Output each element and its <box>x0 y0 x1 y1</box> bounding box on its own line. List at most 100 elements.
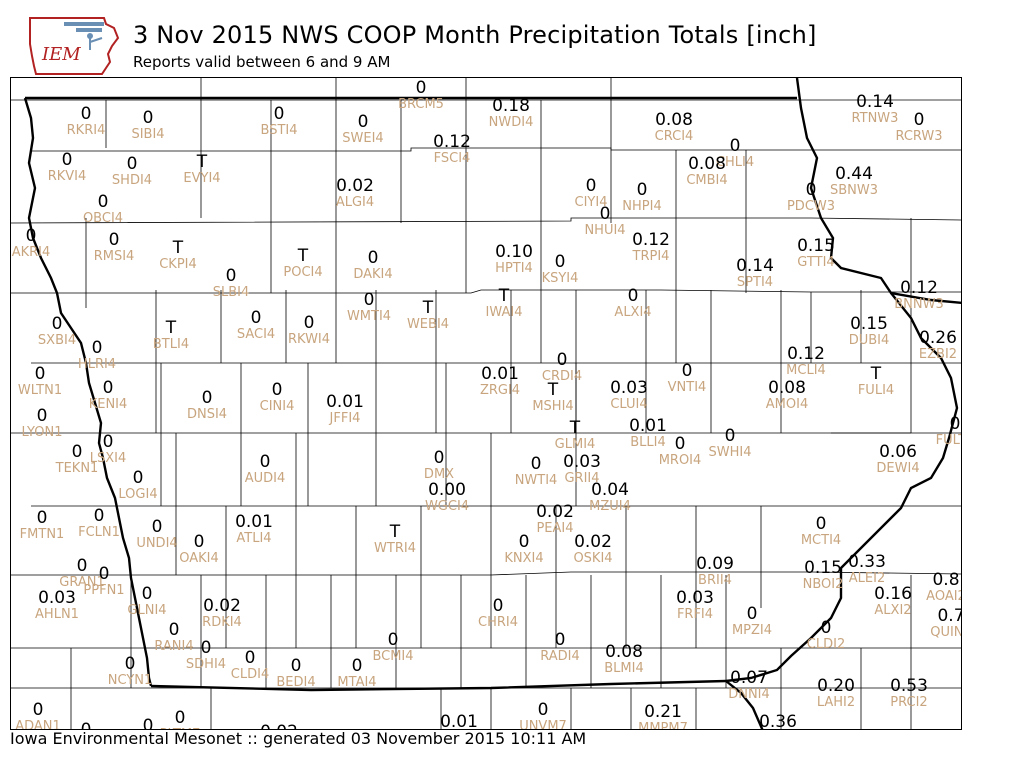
station-value: 0 <box>36 406 48 426</box>
station-spti4: 0.14 SPTI4 <box>736 258 774 290</box>
station-alei2: 0.33 ALEI2 <box>848 554 886 586</box>
station-value: 0.7 <box>937 606 962 626</box>
station-keoi4: 0.36KEOI4 <box>758 714 797 730</box>
station-value: 0.04 <box>591 480 629 500</box>
station-value: 0.26 <box>919 328 957 348</box>
station-value: T <box>870 364 882 384</box>
station-id: LSXI4 <box>89 451 127 466</box>
station-id: LAHI2 <box>816 695 856 710</box>
station-trpi4: 0.12 TRPI4 <box>632 232 670 264</box>
station-id: SXBI4 <box>37 333 77 348</box>
station-lyon1: 0 LYON1 <box>22 406 63 440</box>
station-value: 0 <box>102 378 114 398</box>
station-id: DMX <box>423 467 455 482</box>
station-quin2: 0.7QUIN2 <box>930 606 962 640</box>
station-hlri4: 0 HLRI4 <box>78 340 116 372</box>
station-ciyi4: 0 CIYI4 <box>575 176 608 210</box>
station-ahln1: 0.03 AHLN1 <box>35 590 79 622</box>
station-rani4: 0 RANI4 <box>154 622 194 654</box>
station-value: 0 <box>36 508 48 528</box>
station-brii4: 0.09 BRII4 <box>696 556 734 588</box>
station-id: NCYN1 <box>107 673 153 688</box>
station-value: 0 <box>151 517 163 537</box>
station-id: PRCI2 <box>890 695 928 710</box>
station-id: BCMI4 <box>372 649 414 664</box>
station-id: IWAI4 <box>485 305 523 320</box>
station-value: 0 <box>585 176 597 196</box>
station-bnnw3: 0.12 BNNW3 <box>894 280 944 312</box>
station-value: 0 <box>724 426 736 446</box>
county-boundaries <box>11 78 961 729</box>
station-tekn1: 0 TEKN1 <box>56 444 99 476</box>
station-value: 0 <box>415 78 427 98</box>
station-obci4: 0 OBCI4 <box>83 194 123 226</box>
station-swei4: 0 SWEI4 <box>342 114 383 146</box>
station-value: 0 <box>32 700 44 720</box>
station-value: 0 <box>174 708 186 728</box>
station-id: SBNW3 <box>829 183 879 198</box>
station-sxbi4: 0 SXBI4 <box>37 314 77 348</box>
station-id: MTAI4 <box>337 675 377 690</box>
station-value: 0.03 <box>563 452 601 472</box>
station-id: CLUI4 <box>610 397 648 412</box>
station-value: 0.53 <box>890 676 928 696</box>
station-lsxi4: 0 LSXI4 <box>89 434 127 466</box>
station-value: 0.00 <box>428 480 466 500</box>
station-id: QUIN2 <box>930 625 961 640</box>
station-sbnw3: 0.44 SBNW3 <box>829 164 879 198</box>
station-value: 0 <box>80 720 92 730</box>
station-id: FMTN1 <box>19 527 65 542</box>
station-alxi2: 0.16 ALXI2 <box>874 586 912 618</box>
station-id: MCLI4 <box>786 363 826 378</box>
station-value: 0.12 <box>787 344 825 364</box>
station-value: 0 <box>530 454 542 474</box>
station-radi4: 0 RADI4 <box>540 630 580 664</box>
station-value: 0 <box>51 314 63 334</box>
logo-text: IEM <box>41 44 81 65</box>
station-id: CRCI4 <box>654 129 694 144</box>
station-value: 0.18 <box>492 96 530 116</box>
station-blmi4: 0.08 BLMI4 <box>604 644 643 676</box>
station-nhui4: 0 NHUI4 <box>584 206 626 238</box>
station-id: DNNI4 <box>728 687 770 702</box>
station-zrgi4: 0.01 ZRGI4 <box>480 366 520 398</box>
station-dnsi4: 0 DNSI4 <box>187 388 227 422</box>
station-id: GTTI4 <box>797 255 835 270</box>
station-value: 0.8 <box>932 570 960 590</box>
station-kahm7: 0.02KAHM7 <box>256 724 302 730</box>
station-value: 0.44 <box>835 164 873 184</box>
station-value: 0.03 <box>676 588 714 608</box>
station-id: MCTI4 <box>800 533 842 548</box>
station-id: NHUI4 <box>584 223 626 238</box>
station-id: DEWI4 <box>876 461 920 476</box>
station-id: AUDI4 <box>244 471 286 486</box>
station-value: T <box>297 246 309 266</box>
station-id: FRFI4 <box>676 607 714 622</box>
station-chli4: 0 CHLI4 <box>716 138 754 170</box>
station-id: UNDI4 <box>136 536 178 551</box>
station-value: 0.03 <box>610 378 648 398</box>
station-id: RANI4 <box>154 639 194 654</box>
station-id: CHRI4 <box>478 615 518 630</box>
station-crdi4: 0 CRDI4 <box>542 352 582 384</box>
station-value: 0.02 <box>336 176 374 196</box>
station-id: MROI4 <box>658 453 702 468</box>
station-id: AKRI4 <box>11 245 51 260</box>
station-rmsi4: 0 RMSI4 <box>94 232 135 264</box>
station-value: T <box>547 380 559 400</box>
station-prci2: 0.53 PRCI2 <box>890 676 928 710</box>
station-id: UNVM7 <box>519 719 567 730</box>
station-ksyi4: 0 KSYI4 <box>542 254 579 286</box>
station-glni4: 0 GLNI4 <box>127 586 166 618</box>
station-id: PEAI4 <box>536 521 574 536</box>
station-value: 0 <box>554 630 566 650</box>
map-subtitle: Reports valid between 6 and 9 AM <box>133 53 391 71</box>
station-value: 0 <box>200 638 212 658</box>
station-cldi2: 0 CLDI2 <box>807 620 845 652</box>
station-glmi4: T GLMI4 <box>555 420 596 452</box>
station-fult2: 0FULT2 <box>936 416 961 448</box>
station-id: MZUI4 <box>589 499 631 514</box>
station-value: 0 <box>201 388 213 408</box>
station-value: 0 <box>913 110 925 130</box>
station-id: ALGI4 <box>335 195 375 210</box>
